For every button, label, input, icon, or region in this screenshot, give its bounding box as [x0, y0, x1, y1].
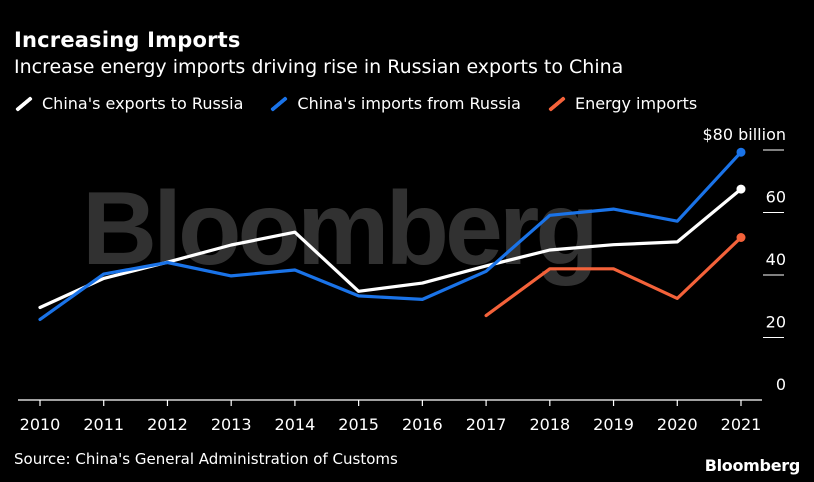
x-tick-label: 2011 — [83, 415, 124, 434]
y-tick-label: 0 — [776, 375, 786, 394]
legend-label-exports: China's exports to Russia — [42, 94, 244, 113]
series-end-point-0 — [736, 184, 746, 194]
legend-item-exports: China's exports to Russia — [14, 94, 243, 113]
y-tick-label: 20 — [766, 313, 786, 332]
x-axis: 2010 2011 2012 2013 2014 2015 2016 2017 2018 2019… — [18, 399, 762, 434]
x-tick-label: 2014 — [275, 415, 316, 434]
legend-item-energy: Energy imports — [547, 94, 697, 113]
chart-subtitle: Increase energy imports driving rise in … — [14, 56, 624, 78]
x-tick-label: 2015 — [338, 415, 379, 434]
source-note: Source: China's General Administration o… — [14, 450, 398, 468]
legend-item-imports: China's imports from Russia — [269, 94, 521, 113]
x-tick-label: 2018 — [529, 415, 570, 434]
x-tick-label: 2017 — [466, 415, 507, 434]
y-tick-label: 60 — [766, 188, 786, 207]
y-tick-label: $80 billion — [703, 125, 787, 144]
x-tick-label: 2020 — [657, 415, 698, 434]
series-line-1 — [38, 150, 743, 321]
bloomberg-logo: Bloomberg — [704, 456, 801, 475]
legend: China's exports to Russia China's import… — [14, 94, 723, 113]
x-tick-label: 2013 — [211, 415, 252, 434]
y-tick-label: 40 — [766, 250, 786, 269]
series-line-2 — [484, 235, 743, 318]
x-tick-label: 2010 — [20, 415, 61, 434]
series-layer — [38, 147, 746, 321]
x-tick-label: 2012 — [147, 415, 188, 434]
chart-title: Increasing Imports — [14, 28, 241, 52]
y-axis: 0 20 40 60 $80 billion — [703, 125, 787, 394]
series-end-point-1 — [736, 147, 746, 157]
x-tick-label: 2019 — [593, 415, 634, 434]
series-line-0 — [38, 187, 743, 310]
legend-label-energy: Energy imports — [574, 94, 698, 113]
x-tick-label: 2021 — [721, 415, 762, 434]
legend-label-imports: China's imports from Russia — [297, 94, 521, 113]
series-end-point-2 — [736, 233, 746, 242]
x-tick-label: 2016 — [402, 415, 443, 434]
